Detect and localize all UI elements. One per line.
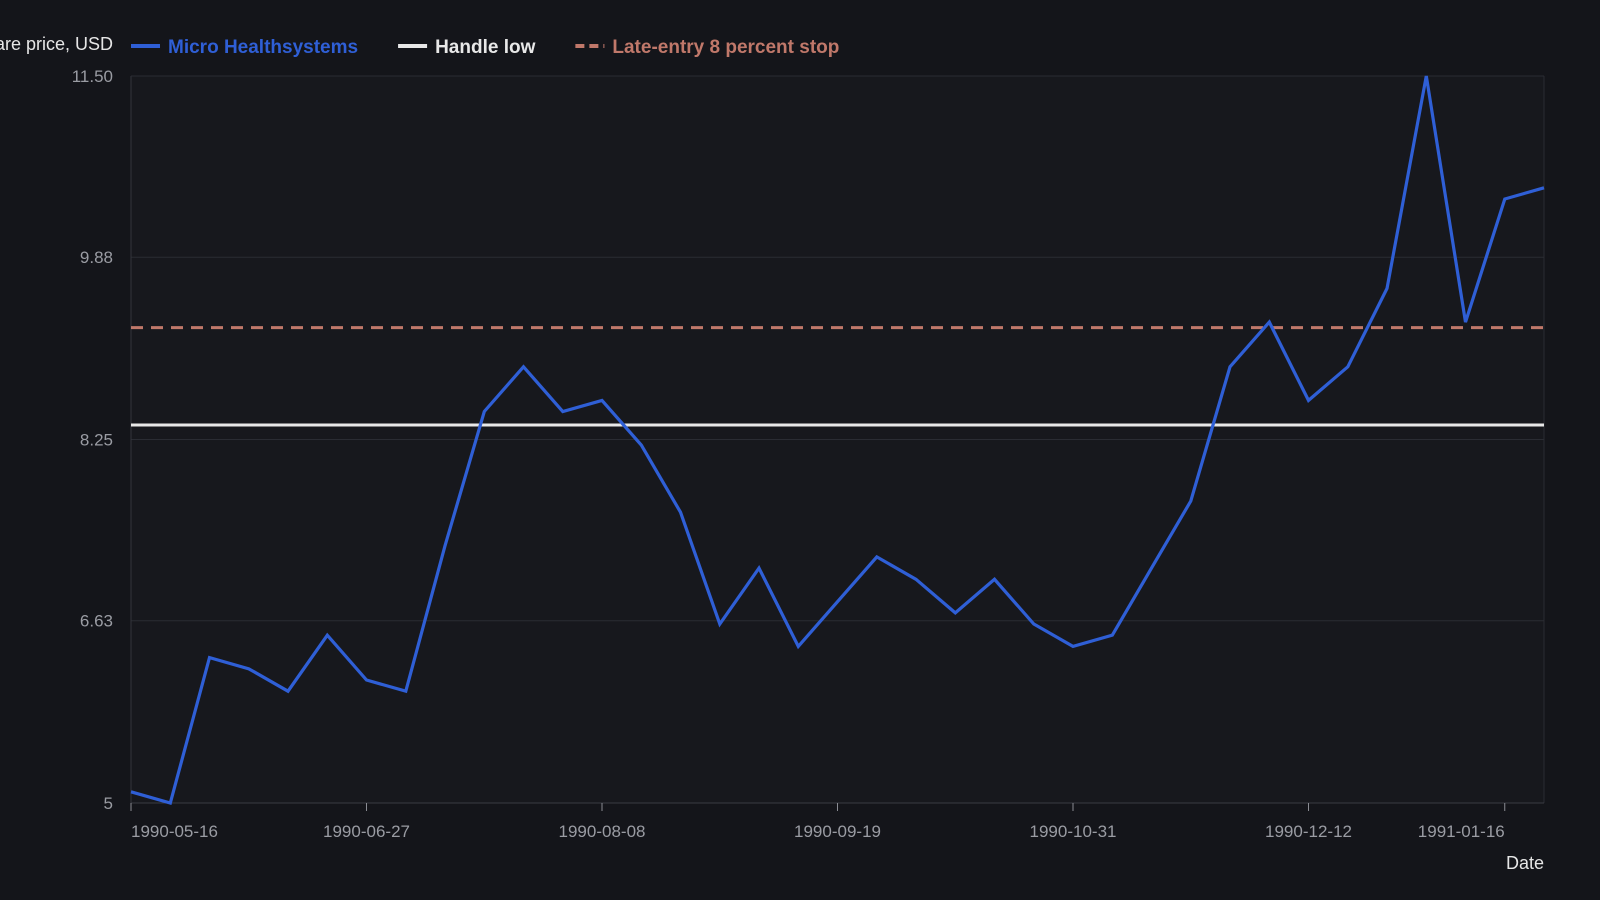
legend-label-handle-low: Handle low [435,37,536,58]
y-tick-label: 6.63 [80,612,113,631]
y-tick-label: 5 [104,794,113,813]
y-tick-label: 11.50 [72,67,113,86]
legend-label-late-entry-8-percent-stop: Late-entry 8 percent stop [612,37,839,58]
y-axis-title: Share price, USD [0,34,113,54]
legend-label-micro-healthsystems: Micro Healthsystems [168,37,358,58]
x-tick-label: 1990-05-16 [131,822,218,841]
x-tick-label: 1991-01-16 [1418,822,1505,841]
x-axis-title: Date [1506,853,1544,873]
x-tick-label: 1990-09-19 [794,822,881,841]
x-tick-label: 1990-08-08 [559,822,646,841]
x-tick-label: 1990-10-31 [1030,822,1117,841]
x-tick-label: 1990-06-27 [323,822,410,841]
x-tick-label: 1990-12-12 [1265,822,1352,841]
y-tick-label: 9.88 [80,248,113,267]
y-tick-label: 8.25 [80,431,113,450]
series-line-micro-healthsystems [130,75,1545,805]
